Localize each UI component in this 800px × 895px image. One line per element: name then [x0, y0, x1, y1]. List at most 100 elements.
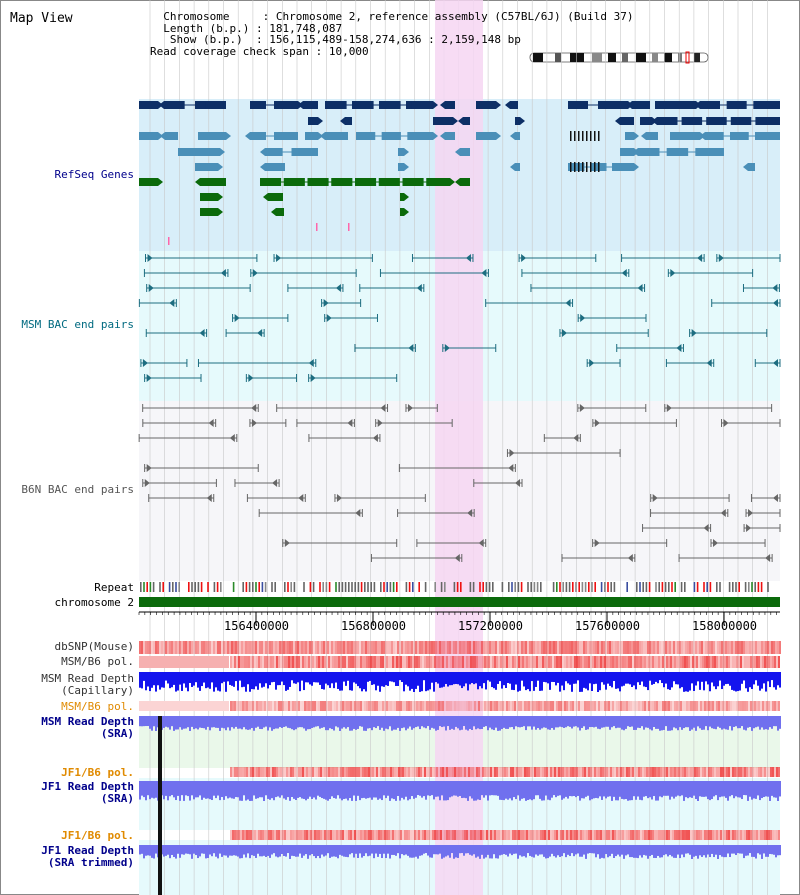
jf1-trim-depth-bar: [267, 845, 269, 856]
msm-b6-pol-density: [658, 656, 660, 668]
jf1-b6-pol2-density: [518, 830, 520, 840]
jf1-sra-depth-bar: [587, 781, 589, 796]
msm-b6-pol2-density: [254, 701, 256, 711]
jf1-b6-pol-density: [672, 767, 674, 777]
repeat-element: [668, 582, 670, 592]
jf1-trim-depth-bar: [555, 845, 557, 858]
jf1-b6-pol2-density: [708, 830, 710, 840]
repeat-track[interactable]: [140, 582, 769, 592]
jf1-trim-depth-bar: [319, 845, 321, 859]
jf1-trim-depth-bar: [241, 845, 243, 859]
jf1-b6-pol2-label[interactable]: JF1/B6 pol.: [61, 829, 134, 842]
msm-b6-pol2-density: [410, 701, 412, 711]
msm-depth-bar: [383, 672, 385, 687]
jf1-b6-pol-density: [488, 767, 490, 777]
refseq-label[interactable]: RefSeq Genes: [54, 168, 134, 181]
jf1-depth-trim-label-1[interactable]: JF1 Read Depth: [41, 844, 134, 857]
jf1-trim-depth-bar: [559, 845, 561, 857]
dbsnp-label[interactable]: dbSNP(Mouse): [54, 640, 134, 653]
jf1-trim-depth-bar: [693, 845, 695, 857]
jf1-trim-depth-bar: [413, 845, 415, 858]
msm-b6-pol2-density: [340, 701, 342, 711]
jf1-b6-pol-density: [380, 767, 382, 777]
msm-depth-bar: [369, 672, 371, 681]
jf1-b6-pol2-density: [616, 830, 618, 840]
dbsnp-density: [689, 641, 691, 654]
gene-exon: [655, 101, 676, 109]
repeat-element: [354, 582, 356, 592]
msm-b6-pol-density: [378, 656, 380, 668]
repeat-element: [578, 582, 580, 592]
msm-depth-bar: [557, 672, 559, 683]
jf1-sra-depth-bar: [707, 781, 709, 800]
jf1-b6-pol-density: [466, 767, 468, 777]
jf1-b6-pol-density: [480, 767, 482, 777]
msm-sra-depth-bar: [257, 716, 259, 727]
msm-b6-pol-density: [322, 656, 324, 668]
msm-bac-label[interactable]: MSM BAC end pairs: [21, 318, 134, 331]
msm-sra-depth-bar: [205, 716, 207, 730]
jf1-trim-depth-bar: [273, 845, 275, 854]
jf1-trim-depth-bar: [525, 845, 527, 858]
msm-b6-pol-density: [576, 656, 578, 668]
jf1-trim-depth-bar: [249, 845, 251, 859]
jf1-b6-pol-density: [636, 767, 638, 777]
repeat-element: [728, 582, 731, 592]
repeat-element: [351, 582, 353, 592]
msm-b6-pol-density: [538, 656, 540, 668]
jf1-sra-depth-bar: [399, 781, 401, 801]
jf1-sra-depth-bar: [713, 781, 715, 797]
jf1-trim-depth-bar: [355, 845, 357, 854]
repeat-label[interactable]: Repeat: [94, 581, 134, 594]
jf1-sra-depth-bar: [655, 781, 657, 801]
msm-b6-pol-label[interactable]: MSM/B6 pol.: [61, 655, 134, 668]
chromosome-label[interactable]: chromosome 2: [54, 596, 134, 609]
msm-b6-pol2-label[interactable]: MSM/B6 pol.: [61, 700, 134, 713]
repeat-element: [754, 582, 756, 592]
dbsnp-density: [257, 641, 259, 654]
msm-b6-pol-density: [548, 656, 550, 668]
repeat-element: [456, 582, 459, 592]
jf1-b6-pol-density: [716, 767, 718, 777]
jf1-b6-pol-label[interactable]: JF1/B6 pol.: [61, 766, 134, 779]
msm-b6-pol2-density: [314, 701, 316, 711]
msm-sra-depth-bar: [177, 716, 179, 730]
jf1-trim-depth-bar: [679, 845, 681, 859]
jf1-sra-depth-bar: [379, 781, 381, 799]
jf1-b6-pol-density: [580, 767, 582, 777]
jf1-b6-pol-density: [554, 767, 556, 777]
msm-depth-bar: [203, 672, 205, 683]
jf1-b6-pol2-density: [630, 830, 632, 840]
msm-depth-cap-label-1[interactable]: MSM Read Depth: [41, 672, 134, 685]
msm-depth-bar: [555, 672, 557, 686]
dbsnp-density: [541, 641, 543, 654]
msm-b6-pol-density: [624, 656, 626, 668]
msm-b6-pol2-density: [242, 701, 244, 711]
b6n-bac-label[interactable]: B6N BAC end pairs: [21, 483, 134, 496]
jf1-sra-depth-bar: [171, 781, 173, 796]
msm-b6-pol2-density: [574, 701, 576, 711]
dbsnp-density: [141, 641, 143, 654]
repeat-element: [517, 582, 520, 592]
chromosome-bar[interactable]: [139, 597, 780, 607]
jf1-b6-pol-density: [686, 767, 688, 777]
msm-b6-pol-density: [254, 656, 256, 668]
strand-arrow: [377, 419, 383, 427]
msm-b6-pol2-density: [346, 701, 348, 711]
gene-exon: [413, 132, 433, 140]
jf1-depth-sra-label-1[interactable]: JF1 Read Depth: [41, 780, 134, 793]
jf1-b6-pol-density: [460, 767, 462, 777]
dbsnp-density: [377, 641, 379, 654]
dbsnp-density: [347, 641, 349, 654]
jf1-b6-pol2-density: [746, 830, 748, 840]
jf1-sra-depth-bar: [635, 781, 637, 800]
jf1-b6-pol-density: [290, 767, 292, 777]
jf1-b6-pol-density: [414, 767, 416, 777]
chromosome-ideogram[interactable]: [529, 51, 709, 64]
strand-arrow: [251, 404, 257, 412]
jf1-sra-depth-bar: [553, 781, 555, 796]
msm-depth-sra-label-1[interactable]: MSM Read Depth: [41, 715, 134, 728]
msm-b6-pol2-density: [622, 701, 624, 711]
jf1-b6-pol-density: [618, 767, 620, 777]
jf1-b6-pol2-density: [648, 830, 650, 840]
